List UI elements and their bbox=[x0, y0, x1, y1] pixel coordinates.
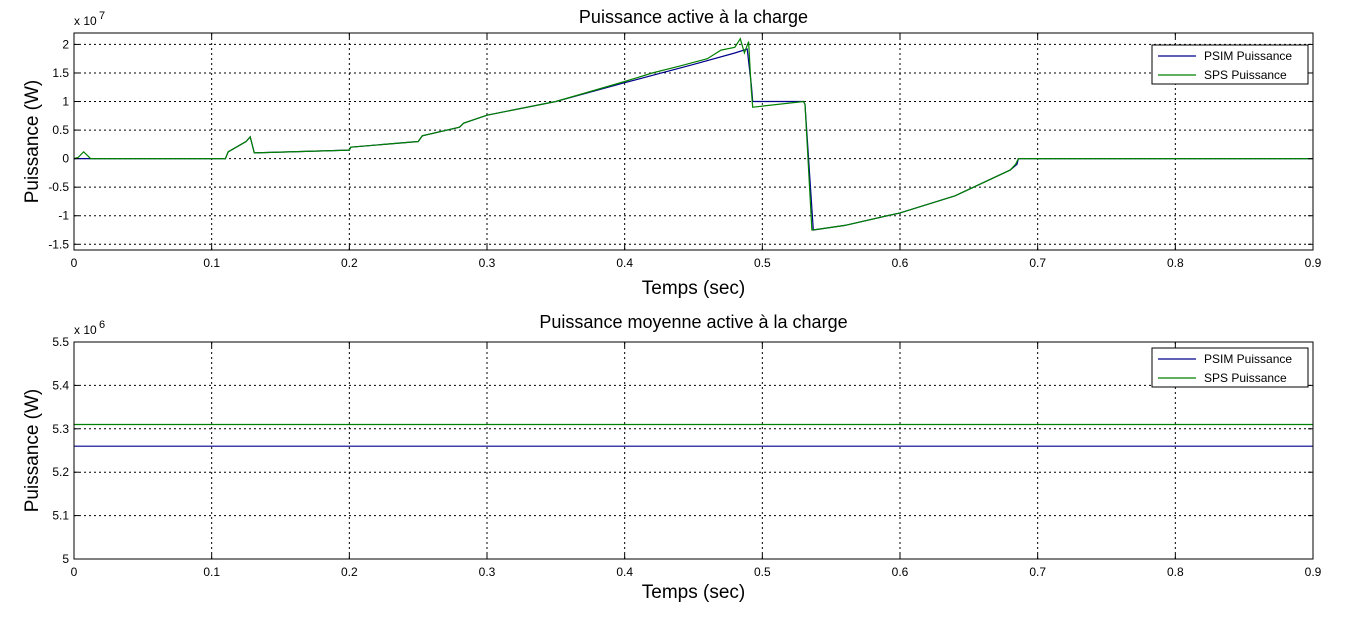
x-tick-label: 0 bbox=[71, 565, 78, 579]
x-tick-label: 0.1 bbox=[203, 256, 220, 270]
y-tick-label: 2 bbox=[62, 37, 69, 51]
x-tick-label: 0.5 bbox=[754, 565, 771, 579]
x-axis-label: Temps (sec) bbox=[642, 582, 745, 603]
y-multiplier-label: x 10 bbox=[74, 14, 97, 28]
legend-label-sps: SPS Puissance bbox=[1204, 68, 1287, 82]
y-tick-label: 5 bbox=[62, 552, 69, 566]
x-tick-label: 0.2 bbox=[341, 565, 358, 579]
x-tick-label: 0.6 bbox=[892, 565, 909, 579]
axes-frame bbox=[73, 32, 1314, 251]
legend-label-sps: SPS Puissance bbox=[1204, 371, 1287, 385]
x-tick-label: 0.8 bbox=[1167, 565, 1184, 579]
legend-label-psim: PSIM Puissance bbox=[1204, 352, 1292, 366]
y-axis-label: Puissance (W) bbox=[22, 389, 43, 513]
legend: PSIM Puissance SPS Puissance bbox=[1151, 44, 1309, 85]
x-tick-label: 0.9 bbox=[1305, 565, 1322, 579]
series-line-sps bbox=[73, 37, 1313, 231]
y-tick-label: 5.3 bbox=[52, 422, 69, 436]
chart-1: 0 0.1 0.2 0.3 0.4 0.5 0.6 0.7 0.8 0.9 -1.5 -1 -0.5 0 0… bbox=[22, 7, 1322, 299]
legend-box bbox=[1151, 44, 1309, 85]
y-tick-label: 5.2 bbox=[52, 465, 69, 479]
y-tick-label: 5.5 bbox=[52, 335, 69, 349]
y-tick-label: 0.5 bbox=[52, 123, 69, 137]
chart-2: 0 0.1 0.2 0.3 0.4 0.5 0.6 0.7 0.8 0.9 5 5.1 5.2 5.3 5.… bbox=[22, 312, 1322, 603]
x-tick-label: 0.9 bbox=[1305, 256, 1322, 270]
y-tick-label: -0.5 bbox=[48, 180, 69, 194]
y-multiplier-exponent: 6 bbox=[99, 319, 105, 331]
legend-label-psim: PSIM Puissance bbox=[1204, 49, 1292, 63]
x-tick-label: 0.4 bbox=[616, 256, 633, 270]
y-tick-label: -1 bbox=[58, 209, 69, 223]
legend-box bbox=[1151, 347, 1309, 388]
chart-title: Puissance moyenne active à la charge bbox=[539, 312, 847, 332]
x-tick-label: 0.8 bbox=[1167, 256, 1184, 270]
x-tick-label: 0.6 bbox=[892, 256, 909, 270]
x-tick-label: 0.1 bbox=[203, 565, 220, 579]
y-tick-label: 1 bbox=[62, 95, 69, 109]
x-tick-label: 0.7 bbox=[1029, 256, 1046, 270]
y-tick-label: 5.1 bbox=[52, 509, 69, 523]
legend: PSIM Puissance SPS Puissance bbox=[1151, 347, 1309, 388]
x-tick-label: 0.5 bbox=[754, 256, 771, 270]
x-tick-label: 0 bbox=[71, 256, 78, 270]
grid-lines bbox=[74, 342, 1313, 559]
y-tick-label: 1.5 bbox=[52, 66, 69, 80]
x-tick-label: 0.3 bbox=[479, 256, 496, 270]
plot-area bbox=[74, 342, 1313, 559]
plot-area bbox=[74, 33, 1313, 250]
x-tick-label: 0.7 bbox=[1029, 565, 1046, 579]
y-multiplier-label: x 10 bbox=[74, 323, 97, 337]
x-tick-label: 0.4 bbox=[616, 565, 633, 579]
x-tick-label: 0.2 bbox=[341, 256, 358, 270]
y-tick-label: -1.5 bbox=[48, 237, 69, 251]
y-axis-label: Puissance (W) bbox=[22, 80, 43, 204]
y-multiplier-exponent: 7 bbox=[99, 10, 105, 22]
y-tick-label: 5.4 bbox=[52, 378, 69, 392]
axes-frame bbox=[73, 341, 1314, 560]
chart-title: Puissance active à la charge bbox=[579, 7, 808, 27]
x-axis-label: Temps (sec) bbox=[642, 278, 745, 299]
x-tick-label: 0.3 bbox=[479, 565, 496, 579]
y-tick-label: 0 bbox=[62, 152, 69, 166]
grid-lines bbox=[74, 33, 1313, 250]
